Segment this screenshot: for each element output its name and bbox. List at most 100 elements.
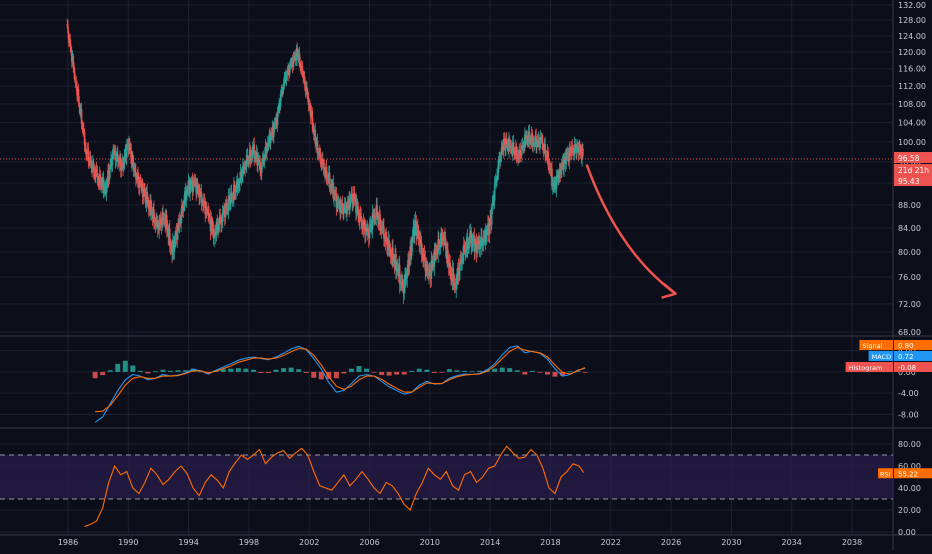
candle-body[interactable]	[118, 160, 121, 164]
candle-body[interactable]	[263, 153, 266, 162]
candle-body[interactable]	[218, 216, 221, 224]
candle-body[interactable]	[568, 148, 571, 162]
candle-body[interactable]	[177, 222, 179, 233]
candle-body[interactable]	[258, 159, 261, 162]
candle-body[interactable]	[376, 205, 378, 217]
candle-body[interactable]	[392, 247, 394, 260]
candle-body[interactable]	[196, 185, 199, 187]
candle-body[interactable]	[113, 150, 116, 153]
candle-body[interactable]	[579, 148, 582, 153]
candle-body[interactable]	[322, 163, 325, 168]
candle-body[interactable]	[93, 171, 96, 175]
candle-body[interactable]	[80, 109, 83, 124]
candle-body[interactable]	[189, 185, 191, 194]
candle-body[interactable]	[67, 25, 69, 34]
candle-body[interactable]	[343, 204, 346, 208]
candle-body[interactable]	[84, 144, 87, 150]
candle-body[interactable]	[280, 91, 283, 95]
candle-body[interactable]	[111, 154, 114, 166]
candle-body[interactable]	[531, 133, 534, 146]
candle-body[interactable]	[211, 219, 213, 226]
candle-body[interactable]	[173, 244, 176, 252]
candle-body[interactable]	[269, 136, 272, 144]
candle-body[interactable]	[368, 225, 371, 239]
candle-body[interactable]	[285, 75, 288, 80]
candle-body[interactable]	[319, 153, 322, 164]
candle-body[interactable]	[316, 140, 319, 154]
candle-body[interactable]	[466, 237, 469, 250]
candle-body[interactable]	[573, 144, 576, 154]
candle-body[interactable]	[539, 142, 541, 147]
candle-body[interactable]	[155, 220, 157, 223]
candle-body[interactable]	[578, 146, 580, 154]
candle-body[interactable]	[156, 221, 159, 229]
candle-body[interactable]	[444, 238, 447, 249]
candle-body[interactable]	[519, 149, 522, 155]
candle-body[interactable]	[314, 130, 317, 144]
candle-body[interactable]	[303, 76, 306, 85]
candle-body[interactable]	[224, 203, 227, 218]
candle-body[interactable]	[455, 283, 458, 289]
candle-body[interactable]	[395, 268, 398, 271]
candle-body[interactable]	[426, 267, 429, 271]
candle-body[interactable]	[140, 182, 142, 186]
candle-body[interactable]	[488, 221, 491, 235]
candle-body[interactable]	[97, 177, 99, 183]
candle-body[interactable]	[69, 39, 72, 47]
price-panel[interactable]	[0, 18, 893, 304]
candle-body[interactable]	[417, 230, 420, 238]
candle-body[interactable]	[137, 174, 139, 179]
candle-body[interactable]	[154, 222, 157, 225]
candle-body[interactable]	[83, 129, 85, 132]
candle-body[interactable]	[450, 273, 452, 276]
candle-body[interactable]	[245, 165, 247, 168]
candle-body[interactable]	[557, 178, 560, 179]
candle-body[interactable]	[545, 154, 547, 156]
candle-body[interactable]	[582, 148, 584, 156]
candle-body[interactable]	[410, 242, 413, 256]
candle-body[interactable]	[129, 147, 132, 151]
candle-body[interactable]	[341, 203, 344, 211]
candle-body[interactable]	[474, 243, 476, 252]
candle-body[interactable]	[404, 274, 407, 279]
candle-body[interactable]	[334, 193, 336, 195]
candle-body[interactable]	[349, 197, 352, 199]
candle-body[interactable]	[183, 202, 185, 208]
candle-body[interactable]	[419, 238, 421, 246]
candle-body[interactable]	[132, 156, 134, 163]
candle-body[interactable]	[563, 159, 565, 170]
candle-body[interactable]	[267, 141, 270, 144]
candle-body[interactable]	[277, 108, 280, 112]
candle-body[interactable]	[357, 209, 360, 215]
candle-body[interactable]	[532, 142, 534, 146]
candle-body[interactable]	[383, 226, 385, 239]
candle-body[interactable]	[153, 220, 156, 225]
candle-body[interactable]	[298, 52, 301, 62]
candle-body[interactable]	[282, 85, 285, 89]
candle-body[interactable]	[539, 137, 542, 143]
candle-body[interactable]	[242, 165, 244, 176]
candle-body[interactable]	[579, 146, 581, 149]
candle-body[interactable]	[371, 212, 374, 230]
candle-body[interactable]	[458, 270, 461, 276]
candle-body[interactable]	[132, 162, 135, 170]
candle-body[interactable]	[261, 158, 264, 165]
candle-body[interactable]	[286, 70, 289, 76]
candle-body[interactable]	[392, 259, 395, 262]
candle-body[interactable]	[576, 146, 578, 153]
candle-body[interactable]	[311, 110, 314, 125]
candle-body[interactable]	[312, 124, 314, 129]
candle-body[interactable]	[340, 205, 342, 214]
candle-body[interactable]	[424, 257, 427, 272]
candle-body[interactable]	[81, 123, 84, 128]
candle-body[interactable]	[542, 142, 544, 150]
candle-body[interactable]	[274, 122, 277, 125]
candle-body[interactable]	[438, 239, 440, 245]
candle-body[interactable]	[483, 238, 485, 240]
candle-body[interactable]	[216, 222, 219, 226]
candle-body[interactable]	[547, 151, 549, 167]
candle-body[interactable]	[526, 136, 528, 140]
candle-body[interactable]	[205, 209, 207, 215]
candle-body[interactable]	[165, 215, 168, 229]
candle-body[interactable]	[380, 226, 382, 230]
